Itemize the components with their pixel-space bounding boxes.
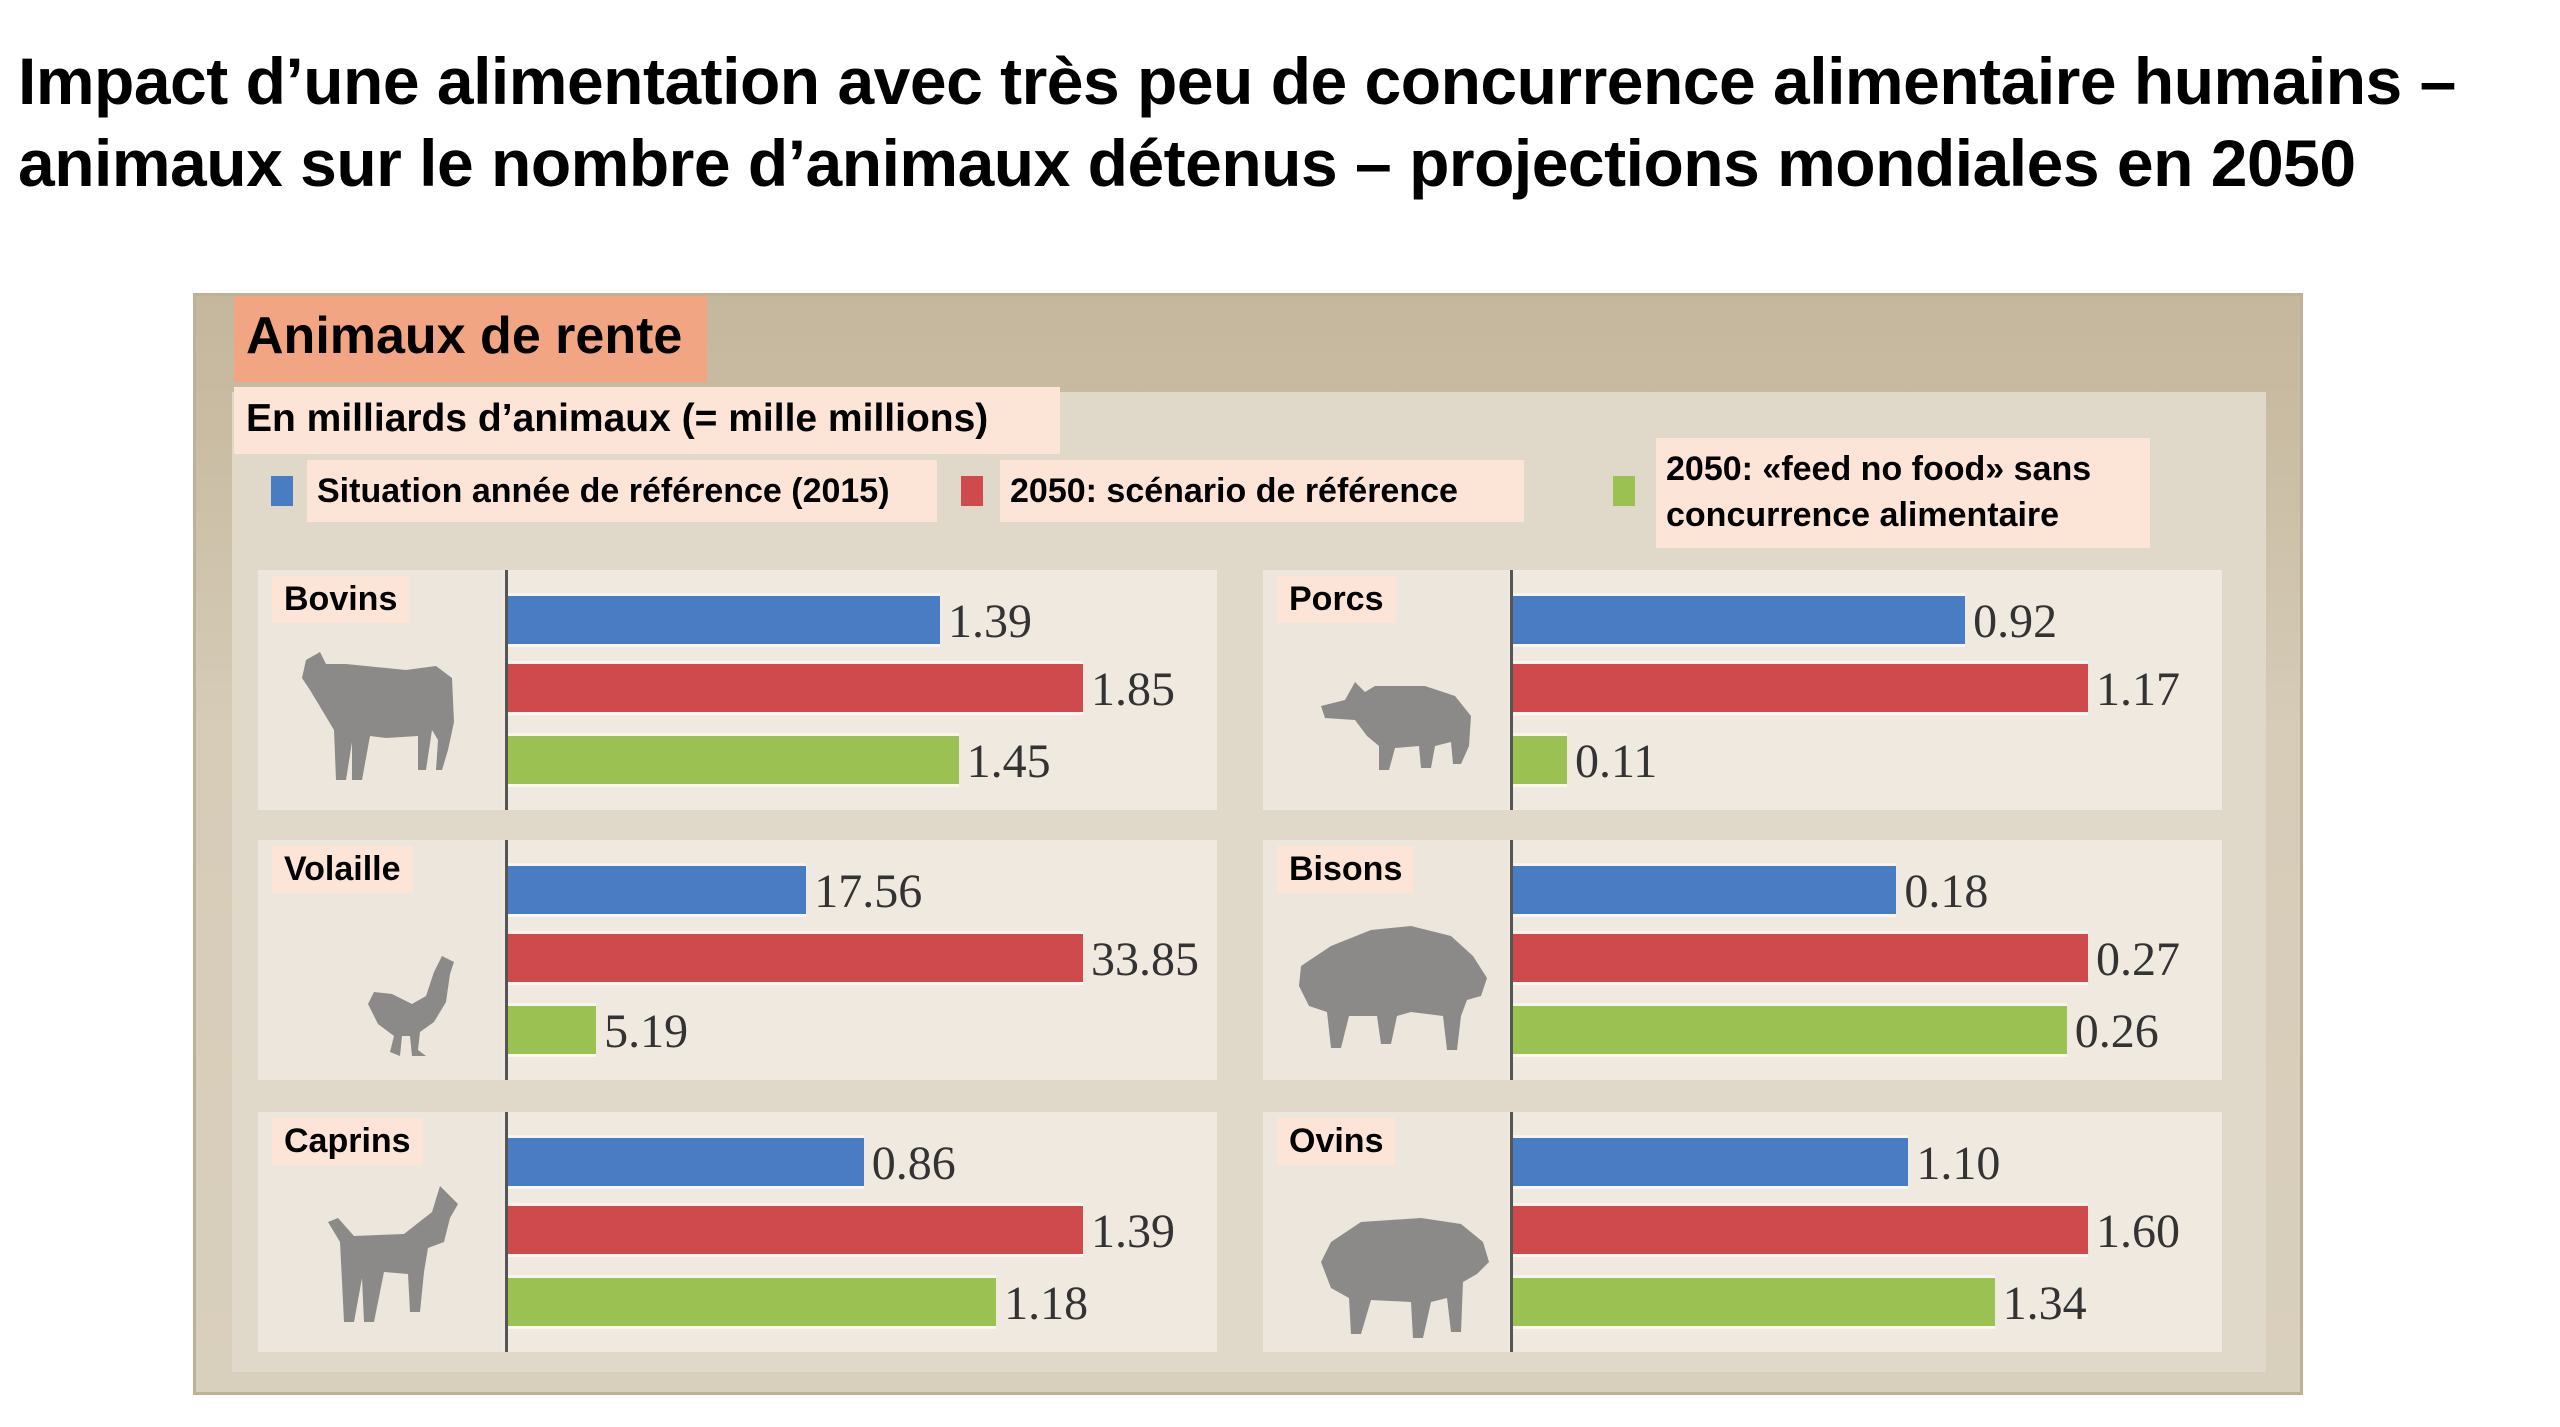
panel-volaille: Volaille 17.56 33.85 5.19 bbox=[258, 840, 1217, 1080]
bar-feed-no-food bbox=[1513, 1006, 2067, 1054]
panel-bovins: Bovins 1.39 1.85 1.45 bbox=[258, 570, 1217, 810]
data-label: 1.17 bbox=[2096, 663, 2180, 716]
panel-bisons: Bisons 0.18 0.27 0.26 bbox=[1263, 840, 2222, 1080]
legend-item-feed-no-food: 2050: «feed no food» sans concurrence al… bbox=[1656, 438, 2150, 548]
cow-icon bbox=[286, 630, 466, 795]
axis-line bbox=[1510, 570, 1513, 810]
bar-2050-reference bbox=[508, 934, 1083, 982]
legend-swatch-feed-no-food bbox=[1613, 476, 1635, 506]
legend-item-2015: Situation année de référence (2015) bbox=[307, 460, 937, 522]
data-label: 0.92 bbox=[1973, 595, 2058, 648]
panel-label: Porcs bbox=[1277, 576, 1396, 623]
bar-2015 bbox=[508, 1138, 864, 1186]
axis-line bbox=[505, 840, 508, 1080]
goat-icon bbox=[324, 1182, 464, 1337]
panel-label: Volaille bbox=[272, 846, 413, 893]
chart-subtitle-box: En milliards d’animaux (= mille millions… bbox=[234, 387, 1060, 454]
bar-2050-reference bbox=[1513, 1206, 2088, 1254]
data-label: 17.56 bbox=[814, 865, 923, 918]
panel-label: Ovins bbox=[1277, 1118, 1396, 1165]
legend-label-2050-reference: 2050: scénario de référence bbox=[1010, 472, 1458, 510]
bar-2015 bbox=[1513, 1138, 1909, 1186]
page-title: Impact d’une alimentation avec très peu … bbox=[18, 44, 2456, 200]
chart-subtitle: En milliards d’animaux (= mille millions… bbox=[246, 397, 989, 440]
bar-2050-reference bbox=[1513, 934, 2088, 982]
data-label: 1.45 bbox=[966, 735, 1051, 788]
bar-feed-no-food bbox=[1513, 1278, 1995, 1326]
panel-label: Bovins bbox=[272, 576, 410, 623]
bar-2050-reference bbox=[508, 1206, 1083, 1254]
bar-2015 bbox=[1513, 596, 1966, 644]
legend-label-feed-no-food-line2: concurrence alimentaire bbox=[1666, 496, 2060, 534]
data-label: 1.39 bbox=[948, 595, 1033, 648]
data-label: 1.60 bbox=[2096, 1205, 2180, 1258]
legend-item-2050-reference: 2050: scénario de référence bbox=[1000, 460, 1524, 522]
bar-2015 bbox=[508, 866, 807, 914]
data-label: 1.18 bbox=[1004, 1277, 1089, 1330]
legend-swatch-2050-reference bbox=[961, 476, 983, 506]
data-label: 0.18 bbox=[1904, 865, 1989, 918]
bar-feed-no-food bbox=[508, 1278, 997, 1326]
legend-label-feed-no-food-line1: 2050: «feed no food» sans bbox=[1666, 450, 2092, 488]
data-label: 5.19 bbox=[604, 1005, 689, 1058]
bar-2015 bbox=[508, 596, 941, 644]
bar-feed-no-food bbox=[508, 1006, 597, 1054]
bar-feed-no-food bbox=[1513, 736, 1568, 784]
legend-swatch-2015 bbox=[271, 476, 293, 506]
data-label: 0.27 bbox=[2096, 933, 2180, 986]
data-label: 1.34 bbox=[2002, 1277, 2087, 1330]
axis-line bbox=[505, 570, 508, 810]
data-label: 0.11 bbox=[1575, 735, 1658, 788]
chicken-icon bbox=[362, 952, 462, 1067]
bison-icon bbox=[1291, 916, 1491, 1061]
legend-label-2015: Situation année de référence (2015) bbox=[317, 472, 890, 510]
panel-caprins: Caprins 0.86 1.39 1.18 bbox=[258, 1112, 1217, 1352]
chart-title-box: Animaux de rente bbox=[234, 296, 707, 382]
bar-feed-no-food bbox=[508, 736, 959, 784]
pig-icon bbox=[1315, 646, 1475, 781]
panel-porcs: Porcs 0.92 1.17 0.11 bbox=[1263, 570, 2222, 810]
chart-title: Animaux de rente bbox=[246, 307, 683, 365]
data-label: 0.26 bbox=[2074, 1005, 2159, 1058]
data-label: 33.85 bbox=[1091, 933, 1199, 986]
axis-line bbox=[1510, 1112, 1513, 1352]
panel-label: Bisons bbox=[1277, 846, 1415, 893]
panel-ovins: Ovins 1.10 1.60 1.34 bbox=[1263, 1112, 2222, 1352]
bar-2015 bbox=[1513, 866, 1897, 914]
bar-2050-reference bbox=[508, 664, 1083, 712]
panel-label: Caprins bbox=[272, 1118, 423, 1165]
bar-2050-reference bbox=[1513, 664, 2088, 712]
data-label: 1.85 bbox=[1091, 663, 1175, 716]
data-label: 1.39 bbox=[1091, 1205, 1175, 1258]
data-label: 0.86 bbox=[871, 1137, 956, 1190]
data-label: 1.10 bbox=[1916, 1137, 2001, 1190]
sheep-icon bbox=[1311, 1202, 1491, 1347]
axis-line bbox=[505, 1112, 508, 1352]
axis-line bbox=[1510, 840, 1513, 1080]
